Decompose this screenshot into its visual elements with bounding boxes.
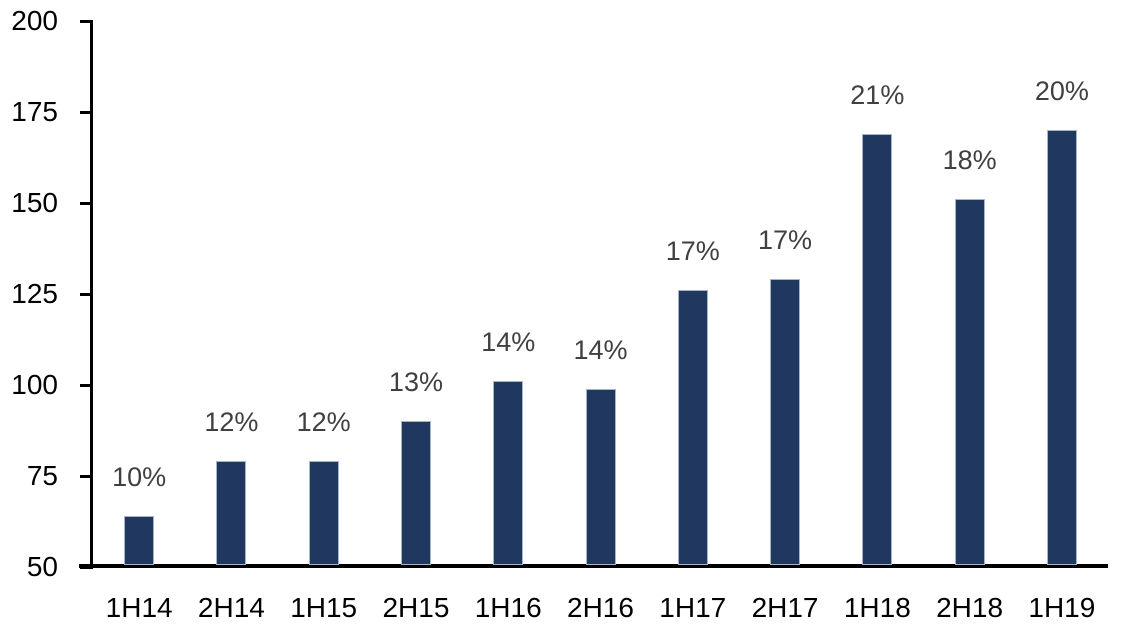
bar-value-label: 12% <box>204 407 259 438</box>
bar-value-label: 17% <box>758 225 813 256</box>
y-axis-tick <box>80 201 93 205</box>
bar-value-label: 12% <box>296 407 351 438</box>
bar <box>124 516 155 565</box>
y-axis-tick-label: 50 <box>26 551 58 582</box>
y-axis-tick-label: 150 <box>11 187 58 218</box>
bar <box>862 133 893 565</box>
bar-value-label: 21% <box>850 79 905 110</box>
bar <box>677 290 708 565</box>
bar <box>1046 130 1077 565</box>
y-axis-tick <box>80 383 93 387</box>
x-axis-line <box>79 564 1108 568</box>
y-axis-tick-label: 75 <box>26 460 58 491</box>
y-axis-tick-label: 125 <box>11 278 58 309</box>
y-axis-tick-label: 175 <box>11 96 58 127</box>
bar-value-label: 14% <box>573 334 628 365</box>
y-axis-tick <box>80 19 93 23</box>
bar-value-label: 20% <box>1034 76 1089 107</box>
bar <box>216 461 247 565</box>
x-axis-label: 2H18 <box>936 592 1004 623</box>
y-axis-tick-label: 200 <box>11 5 58 36</box>
bar-value-label: 10% <box>112 462 167 493</box>
bar <box>585 388 616 565</box>
y-axis-tick-label: 100 <box>11 369 58 400</box>
bar <box>400 421 431 565</box>
y-axis-tick <box>80 292 93 296</box>
bar-value-label: 13% <box>388 367 443 398</box>
x-axis-label: 1H16 <box>474 592 542 623</box>
x-axis-label: 1H14 <box>105 592 173 623</box>
bar-value-label: 14% <box>481 327 536 358</box>
y-axis-tick <box>80 565 93 569</box>
bar <box>493 381 524 565</box>
x-axis-label: 1H17 <box>659 592 727 623</box>
bar <box>770 279 801 565</box>
bar-value-label: 17% <box>665 236 720 267</box>
y-axis-tick <box>80 110 93 114</box>
x-axis-label: 2H16 <box>567 592 634 623</box>
x-axis-label: 1H18 <box>843 592 911 623</box>
bar <box>308 461 339 565</box>
x-axis-label: 2H15 <box>382 592 450 623</box>
x-axis-label: 1H19 <box>1028 592 1096 623</box>
bar <box>954 199 985 565</box>
y-axis-tick <box>80 474 93 478</box>
x-axis-label: 2H17 <box>751 592 819 623</box>
x-axis-label: 2H14 <box>197 592 265 623</box>
x-axis-label: 1H15 <box>290 592 358 623</box>
bar-value-label: 18% <box>942 145 997 176</box>
